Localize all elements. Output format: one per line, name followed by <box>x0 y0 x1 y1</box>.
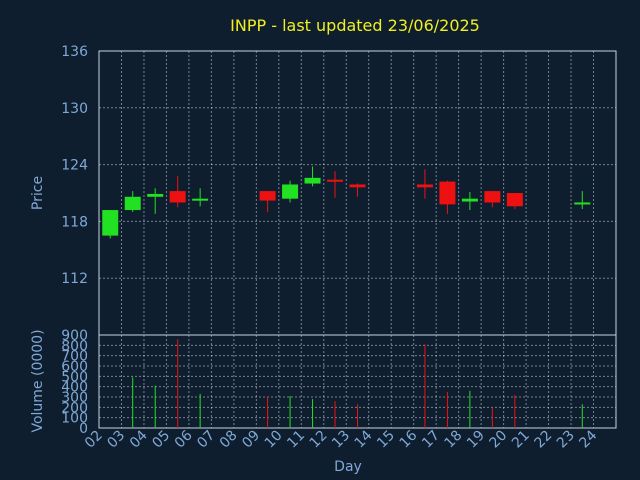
volume-tick-label: 900 <box>61 328 88 344</box>
chart-title: INPP - last updated 23/06/2025 <box>230 16 480 35</box>
candles <box>102 166 591 239</box>
price-tick-label: 112 <box>61 271 88 287</box>
candle-body <box>327 179 344 182</box>
day-tick-label: 15 <box>374 428 398 452</box>
day-tick-label: 21 <box>509 428 533 452</box>
day-tick-label: 13 <box>329 428 353 452</box>
day-tick-label: 12 <box>307 428 331 452</box>
volume-grid <box>99 334 616 429</box>
day-tick-label: 10 <box>262 428 286 452</box>
day-tick-label: 16 <box>397 427 421 451</box>
price-axis-label: Price <box>30 176 46 210</box>
volume-bars <box>132 339 583 428</box>
day-tick-label: 05 <box>149 428 173 452</box>
price-tick-label: 130 <box>61 101 88 117</box>
price-tick-label: 136 <box>61 44 88 60</box>
day-tick-label: 19 <box>464 428 488 452</box>
candle-body <box>506 193 523 207</box>
day-tick-label: 22 <box>531 428 555 452</box>
day-tick-label: 14 <box>352 427 376 451</box>
day-tick-label: 06 <box>172 427 196 451</box>
day-tick-labels: 0203040506070809101112131415161718192021… <box>82 427 600 451</box>
day-tick-label: 20 <box>487 428 511 452</box>
candle-body <box>574 202 591 205</box>
candle-body <box>169 191 186 203</box>
day-tick-label: 04 <box>127 427 151 451</box>
volume-tick-label: 200 <box>61 400 88 416</box>
candle-body <box>484 191 501 203</box>
day-tick-label: 18 <box>442 428 466 452</box>
price-tick-label: 118 <box>61 214 88 230</box>
candle-body <box>304 177 321 184</box>
volume-tick-label: 0 <box>79 421 88 437</box>
day-tick-label: 24 <box>576 427 600 451</box>
day-tick-label: 03 <box>104 428 128 452</box>
volume-axis-label: Volume (0000) <box>30 329 46 432</box>
candle-body <box>124 196 141 211</box>
day-tick-label: 11 <box>284 428 308 452</box>
price-tick-labels: 112 118 124 130 136 <box>61 44 88 287</box>
x-axis-label: Day <box>334 459 362 475</box>
candle-body <box>439 181 456 205</box>
candle-body <box>461 198 478 202</box>
day-tick-label: 09 <box>239 428 263 452</box>
volume-tick-label: 800 <box>61 338 88 354</box>
day-tick-label: 23 <box>554 428 578 452</box>
candle-body <box>102 210 119 236</box>
candle-body <box>349 184 366 188</box>
candle-body <box>147 193 164 197</box>
volume-tick-label: 300 <box>61 390 88 406</box>
volume-tick-label: 400 <box>61 380 88 396</box>
candle-body <box>282 184 299 199</box>
day-tick-label: 07 <box>194 428 218 452</box>
volume-tick-label: 600 <box>61 359 88 375</box>
volume-tick-label: 100 <box>61 411 88 427</box>
candle-body <box>192 198 209 201</box>
volume-tick-label: 500 <box>61 369 88 385</box>
candle-body <box>416 184 433 188</box>
volume-tick-label: 700 <box>61 349 88 365</box>
price-grid <box>99 50 616 335</box>
day-tick-label: 08 <box>217 428 241 452</box>
candle-body <box>259 191 276 201</box>
price-tick-label: 124 <box>61 158 88 174</box>
day-tick-label: 17 <box>419 428 443 452</box>
